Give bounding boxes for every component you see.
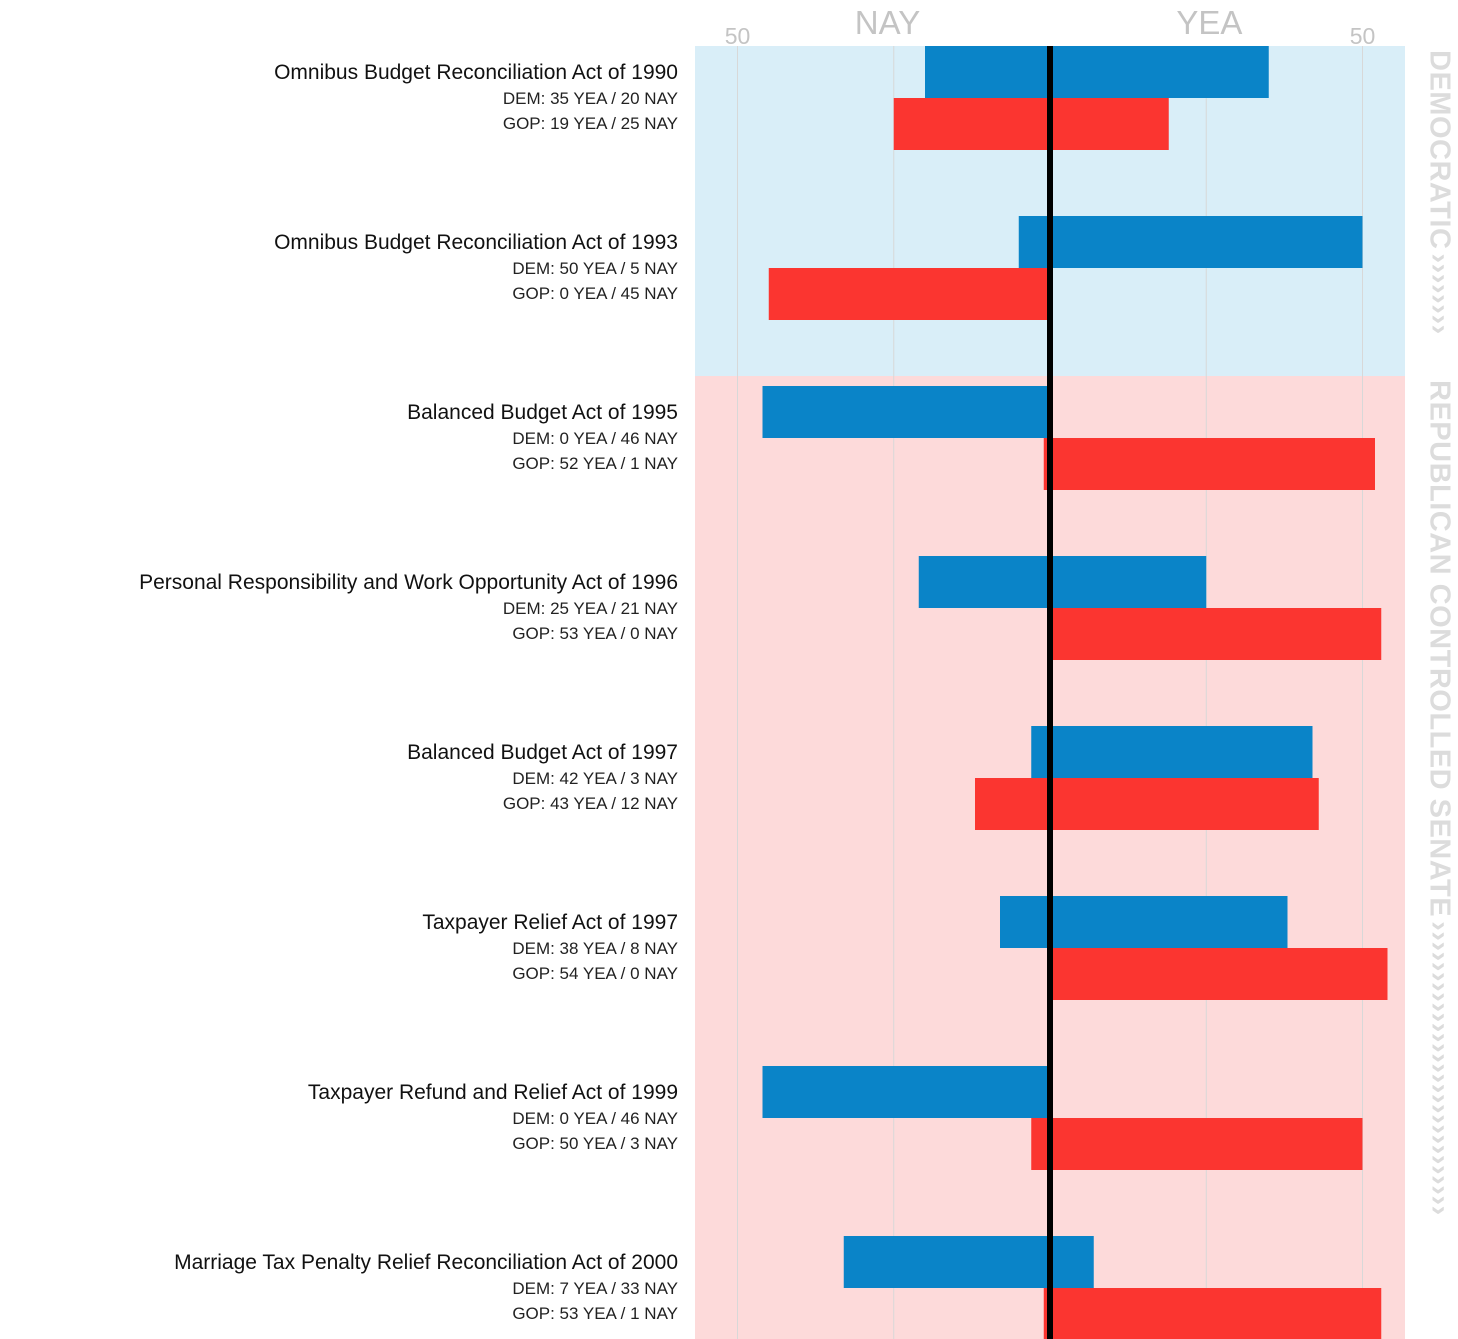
bar-gop-nay-2: [1043, 438, 1050, 490]
bill-title: Taxpayer Relief Act of 1997: [422, 911, 678, 934]
bar-gop-yea-7: [1050, 1288, 1382, 1339]
dem-tally: DEM: 42 YEA / 3 NAY: [512, 769, 678, 788]
dem-tally: DEM: 0 YEA / 46 NAY: [512, 1109, 678, 1128]
bar-dem-nay-6: [762, 1066, 1050, 1118]
bill-title: Marriage Tax Penalty Relief Reconciliati…: [174, 1251, 678, 1274]
bar-dem-nay-4: [1031, 726, 1050, 778]
gop-tally: GOP: 0 YEA / 45 NAY: [512, 284, 678, 303]
gop-tally: GOP: 52 YEA / 1 NAY: [512, 454, 678, 473]
bar-gop-yea-5: [1050, 948, 1388, 1000]
bill-title: Omnibus Budget Reconciliation Act of 199…: [274, 61, 678, 84]
gop-tally: GOP: 54 YEA / 0 NAY: [512, 964, 678, 983]
bar-dem-yea-5: [1050, 896, 1288, 948]
dem-tally: DEM: 0 YEA / 46 NAY: [512, 429, 678, 448]
chevron-icon: ››››››››: [1423, 253, 1455, 334]
bar-dem-nay-5: [1000, 896, 1050, 948]
control-label-gop: REPUBLICAN CONTROLLED SENATE: [1423, 380, 1455, 917]
bar-dem-yea-3: [1050, 556, 1207, 608]
bar-gop-nay-1: [768, 268, 1050, 320]
bar-dem-yea-7: [1050, 1236, 1094, 1288]
bar-dem-nay-1: [1018, 216, 1050, 268]
control-period-labels: DEMOCRATIC ›››››››› REPUBLICAN CONTROLLED …: [1423, 50, 1455, 1216]
bar-dem-yea-0: [1050, 46, 1269, 98]
gop-tally: GOP: 50 YEA / 3 NAY: [512, 1134, 678, 1153]
bill-title: Balanced Budget Act of 1995: [407, 401, 678, 424]
bill-title: Omnibus Budget Reconciliation Act of 199…: [274, 231, 678, 254]
nay-tick-label: 50: [725, 23, 751, 49]
bar-gop-nay-0: [893, 98, 1050, 150]
bar-dem-yea-4: [1050, 726, 1313, 778]
bar-gop-nay-7: [1043, 1288, 1050, 1339]
bill-title: Balanced Budget Act of 1997: [407, 741, 678, 764]
dem-tally: DEM: 38 YEA / 8 NAY: [512, 939, 678, 958]
bar-gop-nay-4: [975, 778, 1050, 830]
bill-title: Personal Responsibility and Work Opportu…: [139, 571, 678, 594]
bill-labels: Omnibus Budget Reconciliation Act of 199…: [139, 61, 678, 1323]
bar-dem-yea-1: [1050, 216, 1363, 268]
gop-tally: GOP: 19 YEA / 25 NAY: [503, 114, 678, 133]
bar-gop-yea-6: [1050, 1118, 1363, 1170]
dem-tally: DEM: 35 YEA / 20 NAY: [503, 89, 678, 108]
bar-dem-nay-3: [918, 556, 1050, 608]
bar-gop-yea-4: [1050, 778, 1319, 830]
bar-gop-yea-3: [1050, 608, 1382, 660]
dem-tally: DEM: 25 YEA / 21 NAY: [503, 599, 678, 618]
bar-gop-yea-2: [1050, 438, 1375, 490]
yea-tick-label: 50: [1350, 23, 1376, 49]
dem-tally: DEM: 50 YEA / 5 NAY: [512, 259, 678, 278]
yea-axis-label: YEA: [1176, 4, 1242, 41]
dem-tally: DEM: 7 YEA / 33 NAY: [512, 1279, 678, 1298]
bars: [762, 46, 1388, 1339]
axis: NAY YEA 50 50: [725, 4, 1376, 49]
nay-axis-label: NAY: [855, 4, 920, 41]
gop-tally: GOP: 53 YEA / 0 NAY: [512, 624, 678, 643]
gop-tally: GOP: 43 YEA / 12 NAY: [503, 794, 678, 813]
bar-dem-nay-0: [925, 46, 1050, 98]
bar-dem-nay-7: [843, 1236, 1050, 1288]
chevron-icon: ›››››››››››››››››››››››››››››: [1423, 921, 1455, 1216]
control-label-dem: DEMOCRATIC: [1423, 50, 1455, 249]
bar-gop-nay-6: [1031, 1118, 1050, 1170]
bar-gop-yea-0: [1050, 98, 1169, 150]
bar-dem-nay-2: [762, 386, 1050, 438]
gop-tally: GOP: 53 YEA / 1 NAY: [512, 1304, 678, 1323]
bill-title: Taxpayer Refund and Relief Act of 1999: [308, 1081, 678, 1104]
